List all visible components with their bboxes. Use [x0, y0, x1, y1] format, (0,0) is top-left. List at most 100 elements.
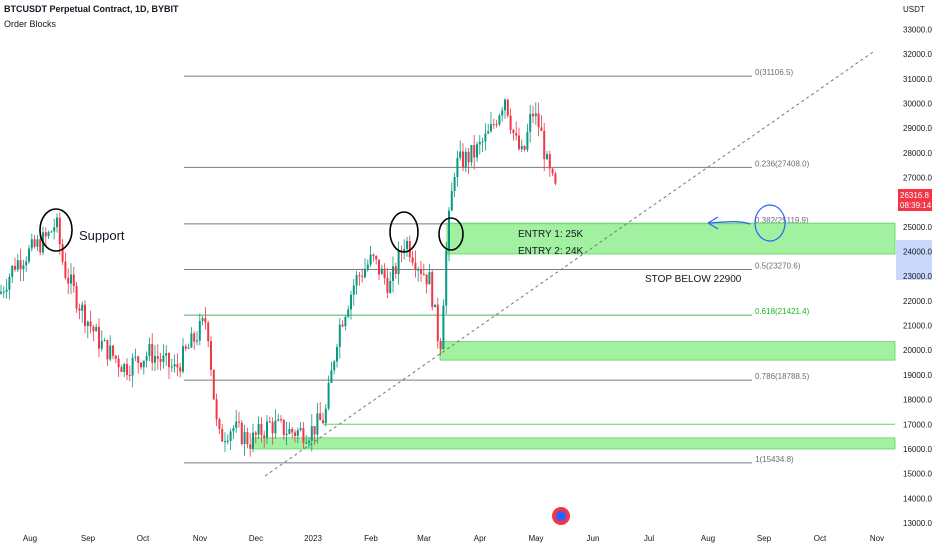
time-axis[interactable]: Aug Sep Oct Nov Dec 2023 Feb Mar Apr May Jun Jul Aug…: [23, 534, 884, 543]
candle: [310, 426, 313, 441]
candle: [411, 257, 414, 263]
events-icon[interactable]: [552, 507, 570, 525]
y-tick-label: 25000.0: [903, 223, 932, 232]
candle: [64, 261, 67, 278]
candle: [86, 321, 89, 327]
candle: [145, 356, 148, 361]
candle: [422, 273, 425, 275]
candle: [232, 428, 235, 432]
candle: [221, 428, 224, 442]
candle: [218, 419, 221, 429]
candle: [347, 309, 350, 317]
candle: [137, 356, 140, 363]
candle: [425, 274, 428, 285]
candle: [288, 428, 291, 434]
candle: [201, 318, 204, 321]
candle: [462, 151, 464, 168]
candle: [235, 421, 238, 429]
candle: [470, 145, 473, 163]
candle: [176, 364, 179, 368]
candle: [299, 428, 302, 431]
candle: [414, 262, 417, 270]
candle: [322, 420, 324, 424]
candle: [277, 419, 280, 421]
candle: [0, 291, 2, 294]
x-tick-label: Jul: [644, 534, 654, 543]
candle: [254, 432, 257, 435]
candle: [28, 248, 30, 262]
candle: [112, 345, 114, 356]
candle: [72, 274, 75, 286]
candle: [408, 240, 411, 258]
candle: [397, 250, 400, 274]
candle: [154, 356, 156, 363]
candle: [78, 308, 81, 311]
order-block: [251, 437, 896, 450]
fib-label: 0.618(21421.4): [755, 307, 810, 316]
candle: [484, 133, 487, 142]
candle: [316, 413, 319, 435]
candle: [280, 419, 282, 421]
candle: [123, 363, 126, 373]
candle: [529, 113, 532, 132]
candle: [372, 254, 375, 256]
candle: [190, 333, 193, 348]
candle: [548, 154, 551, 169]
candle: [526, 131, 529, 150]
candle: [187, 347, 190, 349]
y-tick-label: 32000.0: [903, 50, 932, 59]
x-tick-label: Sep: [757, 534, 772, 543]
candle: [492, 124, 495, 126]
candle: [89, 321, 92, 327]
candle: [352, 285, 355, 295]
support-label: Support: [79, 228, 125, 243]
candle: [523, 146, 526, 150]
candle: [249, 444, 252, 449]
candle: [330, 370, 333, 383]
candle: [268, 421, 271, 423]
candle: [252, 432, 254, 449]
chart-title: BTCUSDT Perpetual Contract, 1D, BYBIT: [4, 4, 179, 14]
fib-label: 0.382(25119.9): [755, 216, 809, 225]
candle: [476, 144, 478, 158]
candle: [305, 442, 308, 444]
candle: [420, 269, 422, 274]
candles: [0, 98, 557, 457]
candle: [450, 191, 453, 211]
price-axis[interactable]: 13000.0 14000.0 15000.0 16000.0 17000.0 18000…: [896, 25, 932, 528]
candle: [459, 151, 462, 158]
candle: [114, 355, 117, 359]
candle: [224, 441, 226, 443]
candle: [33, 239, 36, 247]
candle: [170, 366, 173, 368]
candle: [81, 304, 84, 311]
candle: [554, 173, 557, 184]
candle: [380, 268, 383, 275]
x-tick-label: Apr: [474, 534, 487, 543]
candle: [515, 133, 518, 136]
entry2-label: ENTRY 2: 24K: [518, 246, 584, 257]
candle: [25, 261, 28, 266]
candle: [184, 346, 187, 349]
candle: [512, 129, 515, 134]
candle: [22, 265, 25, 270]
candle: [364, 268, 366, 278]
y-tick-label: 24000.0: [903, 248, 932, 257]
candle: [117, 358, 120, 368]
candle: [207, 322, 210, 342]
candle: [546, 154, 548, 160]
candle: [70, 274, 72, 284]
candle: [142, 360, 145, 368]
order-block: [446, 222, 896, 255]
fib-retracement: 0(31106.5) 0.236(27408.0) 0.382(25119.9) 0.…: [184, 68, 810, 464]
candle: [204, 318, 207, 323]
candle: [481, 141, 484, 143]
candle: [58, 217, 61, 245]
candle: [453, 177, 456, 192]
candle: [229, 431, 232, 441]
candle: [19, 260, 22, 270]
indicator-label[interactable]: Order Blocks: [4, 19, 57, 29]
candle: [509, 115, 512, 130]
candle: [520, 146, 523, 150]
